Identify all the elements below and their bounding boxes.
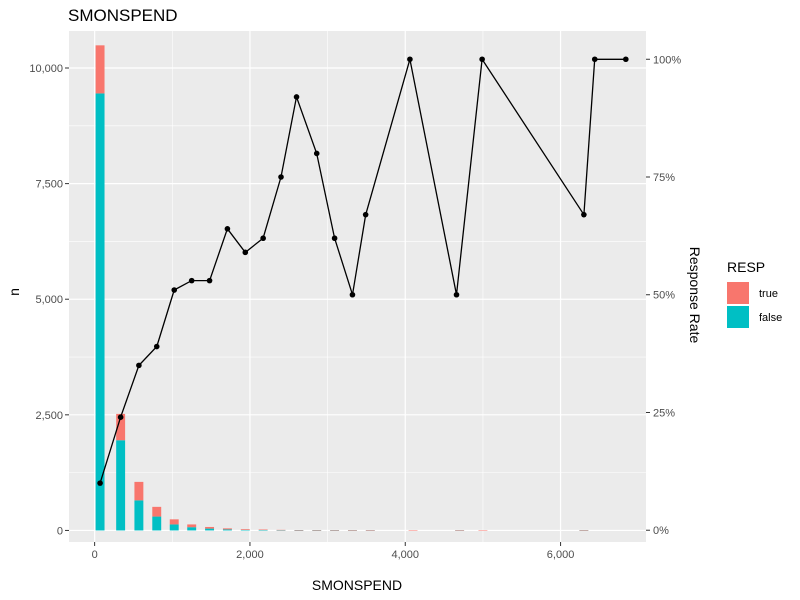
x-tick-label: 0: [92, 549, 98, 561]
line-point: [293, 94, 300, 100]
y2-tick-label: 100%: [653, 54, 681, 66]
line-point: [349, 291, 356, 298]
line-point: [479, 56, 485, 63]
bar-true: [312, 530, 322, 531]
plot-panel: [69, 31, 646, 542]
line-point: [278, 174, 284, 180]
line-point: [206, 277, 213, 284]
line-point: [171, 287, 178, 293]
bar-true: [116, 413, 126, 441]
bar-true: [134, 481, 144, 501]
x-axis: 0 2,000 4,000 6,000: [92, 542, 575, 561]
bar-false: [258, 530, 268, 531]
legend-key-true: [727, 282, 749, 304]
x-tick-label: 4,000: [391, 549, 419, 561]
bar-false: [95, 93, 105, 531]
bar-true: [276, 529, 286, 531]
y-axis: 0 2,500 5,000 7,500 10,000: [29, 63, 69, 537]
bar-true: [330, 530, 340, 531]
gridlines: [69, 31, 646, 542]
bar-true: [222, 528, 232, 530]
y2-tick-label: 75%: [653, 172, 675, 184]
bar-true: [408, 530, 418, 531]
y2-axis: 0% 25% 50% 75% 100%: [646, 54, 681, 537]
y-axis-title: n: [6, 288, 22, 296]
line-point: [591, 56, 598, 63]
bar-true: [294, 530, 304, 531]
chart-title: SMONSPEND: [68, 6, 178, 25]
line-point: [581, 211, 587, 218]
line-point: [117, 414, 124, 420]
line-point: [313, 150, 320, 157]
response-rate-line: [97, 56, 629, 486]
line-point: [224, 226, 231, 232]
bar-true: [205, 526, 215, 529]
y2-axis-title: Response Rate: [687, 247, 703, 344]
bar-false: [240, 529, 250, 531]
line-point: [188, 277, 195, 284]
legend-title: RESP: [727, 259, 765, 275]
bar-false: [222, 529, 232, 531]
line-point: [136, 362, 142, 369]
bar-false: [205, 528, 215, 531]
bar-false: [276, 530, 286, 531]
y-tick-label: 10,000: [29, 63, 63, 75]
bars: [95, 45, 589, 531]
x-axis-title: SMONSPEND: [312, 577, 402, 593]
bar-true: [240, 529, 250, 530]
bar-true: [347, 530, 357, 531]
legend-label-true: true: [759, 288, 778, 300]
line-point: [362, 211, 369, 218]
line-point: [407, 56, 413, 63]
y-tick-label: 7,500: [35, 179, 63, 191]
line-path: [99, 57, 626, 484]
bar-true: [365, 530, 375, 531]
y-tick-label: 2,500: [35, 410, 63, 422]
bar-false: [116, 440, 126, 531]
bar-false: [187, 527, 197, 531]
legend: RESP true false: [727, 259, 782, 328]
line-point: [623, 56, 629, 63]
bar-false: [294, 530, 304, 531]
bar-true: [95, 45, 105, 94]
bar-false: [169, 524, 179, 531]
bar-true: [152, 506, 162, 517]
bar-true: [579, 530, 589, 531]
line-point: [242, 249, 249, 256]
y-tick-label: 5,000: [35, 294, 63, 306]
y2-tick-label: 25%: [653, 407, 675, 419]
line-point: [331, 235, 338, 242]
bar-false: [134, 500, 144, 531]
bar-true: [258, 529, 268, 531]
bar-true: [169, 519, 179, 525]
bar-true: [455, 530, 465, 531]
x-tick-label: 6,000: [547, 549, 575, 561]
legend-label-false: false: [759, 312, 782, 324]
y-tick-label: 0: [57, 525, 63, 537]
line-point: [260, 235, 266, 242]
bar-true: [187, 524, 197, 528]
y2-tick-label: 0%: [653, 525, 669, 537]
legend-key-false: [727, 306, 749, 328]
bar-false: [152, 516, 162, 531]
x-tick-label: 2,000: [236, 549, 264, 561]
line-point: [153, 343, 160, 350]
y2-tick-label: 50%: [653, 290, 675, 302]
line-point: [97, 480, 103, 486]
line-point: [453, 291, 460, 298]
bar-true: [478, 530, 488, 531]
